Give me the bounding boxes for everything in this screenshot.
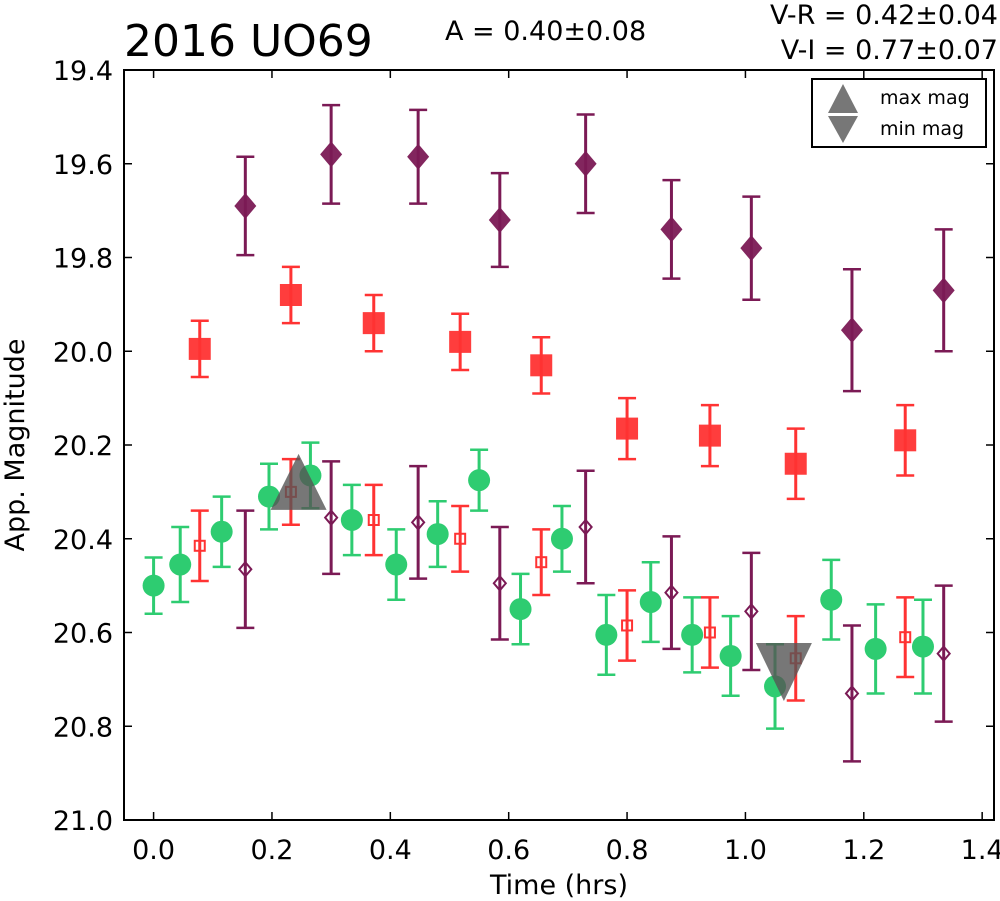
x-tick-label: 1.0: [724, 835, 767, 866]
data-point-circle: [509, 598, 532, 621]
x-tick-label: 0.0: [132, 835, 175, 866]
y-tick-label: 20.0: [53, 337, 113, 368]
data-point-square: [784, 452, 807, 475]
legend-max-mag-label: max mag: [880, 87, 970, 109]
data-point-circle: [210, 520, 233, 543]
data-point-square: [894, 429, 917, 452]
y-tick-label: 20.6: [53, 619, 113, 650]
data-point-diamond: [407, 143, 430, 170]
y-tick-label: 19.8: [53, 244, 113, 275]
data-point-square: [193, 539, 206, 552]
y-tick-label: 19.4: [53, 56, 113, 87]
data-point-diamond: [488, 207, 511, 233]
data-point-diamond: [238, 560, 253, 578]
legend-min-mag-label: min mag: [880, 118, 964, 140]
data-point-circle: [426, 523, 449, 546]
data-point-diamond: [574, 150, 597, 177]
data-point-square: [535, 556, 548, 569]
data-point-square: [621, 619, 634, 632]
x-axis-label: Time (hrs): [489, 870, 628, 901]
data-point-diamond: [660, 216, 683, 243]
data-point-diamond: [578, 518, 593, 536]
data-point-circle: [169, 553, 192, 576]
data-point-circle: [468, 469, 491, 492]
data-point-square: [616, 417, 639, 440]
data-point-diamond: [492, 574, 508, 592]
x-tick-label: 0.6: [487, 835, 530, 866]
color-index-vr: V-R = 0.42±0.04: [770, 0, 998, 31]
y-axis-label: App. Magnitude: [0, 339, 31, 552]
data-point-circle: [681, 623, 704, 646]
data-point-diamond: [664, 584, 679, 602]
data-point-square: [188, 337, 211, 360]
data-point-circle: [911, 635, 934, 658]
data-point-circle: [595, 623, 618, 646]
chart-title: 2016 UO69: [124, 16, 373, 67]
axis-ticks: 0.0 0.2 0.4 0.6 0.8 1.0 1.2 1.4 19.4 19.6 19.8 20.0…: [53, 56, 1000, 866]
data-point-circle: [719, 644, 742, 667]
y-tick-label: 21.0: [53, 806, 113, 837]
data-point-diamond: [320, 141, 343, 168]
legend-max-mag-marker: [828, 84, 858, 113]
data-point-circle: [550, 527, 573, 550]
data-point-circle: [639, 591, 662, 614]
data-point-square: [279, 284, 302, 306]
plot-frame: [123, 69, 995, 821]
data-point-diamond: [936, 645, 952, 663]
data-point-circle: [385, 553, 408, 576]
data-point-square: [449, 330, 472, 353]
data-marks: [142, 103, 955, 763]
x-tick-label: 1.4: [961, 835, 1000, 866]
data-point-diamond: [740, 235, 763, 262]
data-point-diamond: [744, 602, 759, 620]
legend: max mag min mag: [811, 78, 987, 148]
data-point-diamond: [932, 277, 955, 304]
y-tick-label: 20.8: [53, 712, 113, 743]
data-point-circle: [864, 637, 887, 660]
y-tick-label: 19.6: [53, 150, 113, 181]
x-tick-label: 0.2: [250, 835, 293, 866]
data-point-square: [703, 626, 716, 639]
x-tick-label: 0.4: [369, 835, 412, 866]
data-point-square: [362, 312, 385, 335]
x-tick-label: 1.2: [842, 835, 885, 866]
data-point-square: [530, 354, 553, 377]
data-point-circle: [820, 588, 843, 611]
data-point-square: [367, 514, 380, 526]
y-tick-label: 20.2: [53, 431, 113, 462]
data-point-diamond: [844, 684, 860, 702]
color-index-vi: V-I = 0.77±0.07: [781, 35, 998, 66]
data-point-square: [454, 532, 467, 545]
data-point-square: [698, 424, 721, 447]
amplitude-label: A = 0.40±0.08: [445, 16, 646, 47]
data-point-circle: [142, 574, 165, 597]
data-point-circle: [340, 509, 363, 531]
data-point-diamond: [234, 192, 257, 219]
max-mag-marker: [270, 453, 327, 510]
x-tick-label: 0.8: [606, 835, 649, 866]
legend-min-mag-marker: [828, 116, 858, 143]
y-tick-label: 20.4: [53, 525, 113, 556]
data-point-diamond: [840, 317, 863, 344]
data-point-square: [899, 631, 912, 644]
data-point-diamond: [323, 509, 339, 527]
data-point-diamond: [410, 513, 426, 531]
min-mag-marker: [755, 642, 812, 701]
